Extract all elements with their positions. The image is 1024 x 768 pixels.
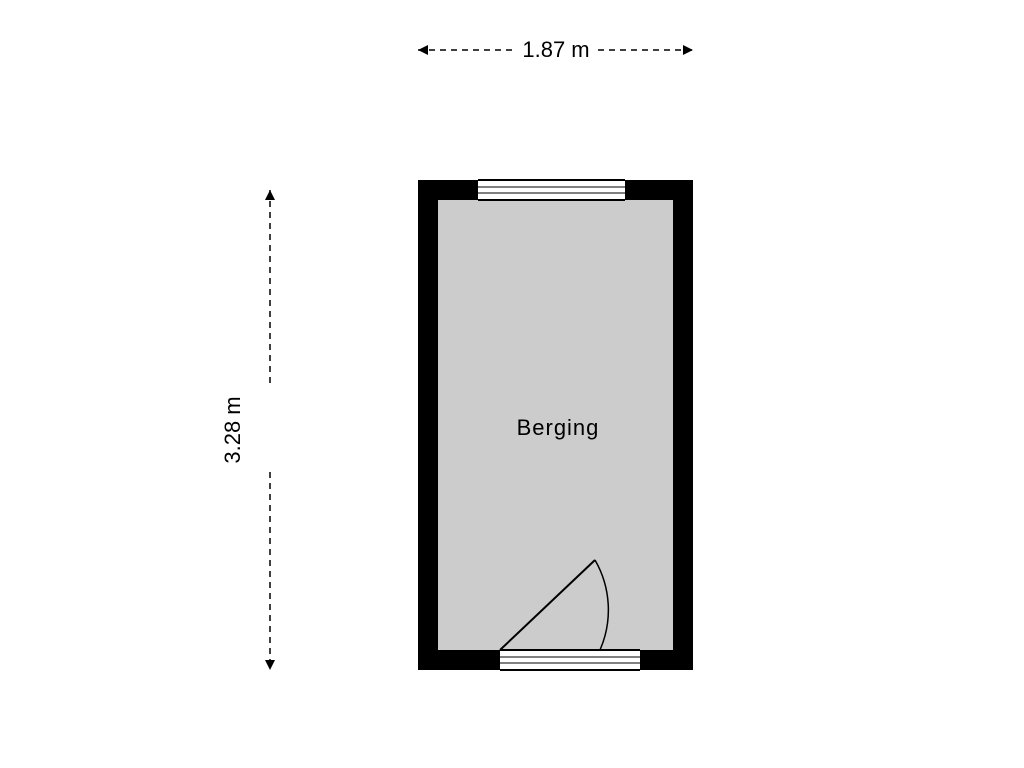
- room-label: Berging: [517, 415, 600, 440]
- dim-width-label: 1.87 m: [522, 37, 589, 62]
- window-bottom: [500, 650, 640, 670]
- dim-height-label: 3.28 m: [220, 396, 245, 463]
- floorplan-svg: Berging 1.87 m 3.28 m: [0, 0, 1024, 768]
- window-top: [478, 180, 625, 200]
